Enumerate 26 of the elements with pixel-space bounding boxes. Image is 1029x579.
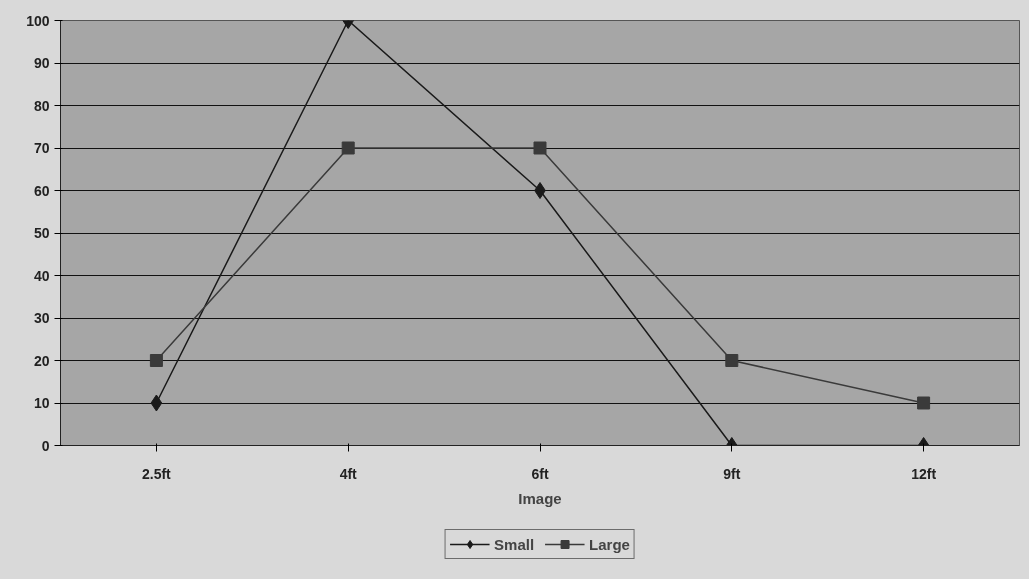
x-tick-label: 2.5ft [142,465,172,482]
y-tick-label: 50 [33,225,50,241]
y-tick-label: 10 [33,395,50,411]
legend-label: Small [494,535,535,553]
y-tick-label: 30 [33,310,50,326]
point [149,354,163,367]
y-tick-label: 80 [33,97,50,114]
point [341,141,355,155]
y-tick-label: 20 [33,352,50,369]
x-tick-label: 4ft [339,465,358,482]
y-tick-label: 70 [33,140,50,156]
x-tick-label: 12ft [911,465,937,482]
point [533,141,547,155]
y-tick-label: 0 [41,437,50,454]
y-tick-label: 60 [33,182,50,199]
legend-label: Large [589,535,630,553]
y-tick-label: 40 [33,267,50,284]
x-axis-title: Image [518,489,562,507]
point [534,182,546,199]
x-tick-label: 6ft [531,465,549,482]
y-tick-label: 90 [33,55,50,71]
point [150,394,163,412]
y-tick-label: 100 [26,12,50,29]
point [917,396,931,410]
point [725,354,739,367]
x-tick-label: 9ft [723,465,741,482]
